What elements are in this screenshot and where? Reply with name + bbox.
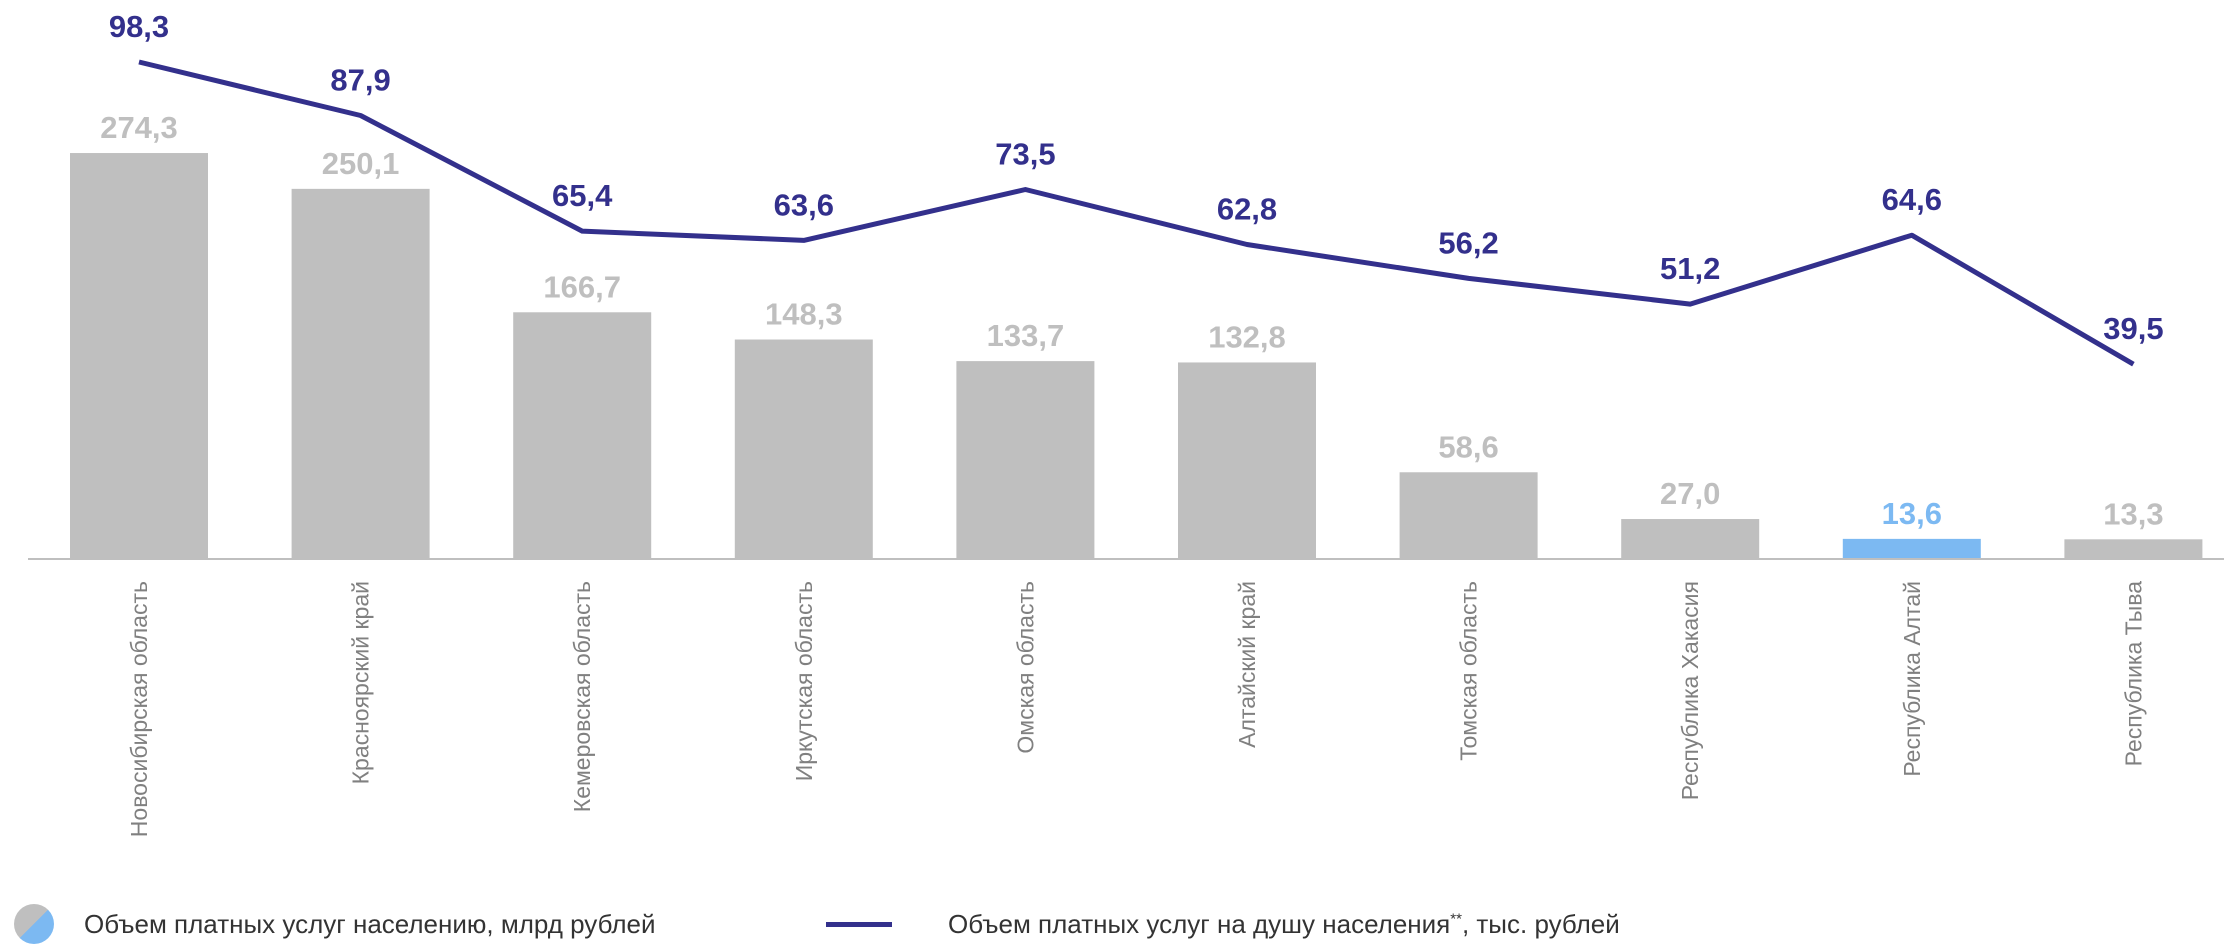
line-labels-layer: 98,3 87,9 65,4 63,6 73,5 62,8 56,2 51,2 64,6 39,5 [109,9,2164,346]
bar-5 [1178,362,1316,559]
line-label-9: 39,5 [2103,311,2163,346]
line-label-8: 64,6 [1882,182,1942,217]
per-capita-line [138,59,2135,367]
bar-labels-layer: 274,3 250,1 166,7 148,3 133,7 132,8 58,6 27,0 13… [100,110,2163,531]
bar-0 [70,153,208,559]
legend-line-label-unit: , тыс. рублей [1461,908,1620,939]
category-label-8: Республика Алтай [1899,581,1925,777]
legend-bar-swatch-icon [14,904,54,944]
bar-6 [1399,472,1538,559]
line-label-3: 63,6 [774,187,834,222]
legend-bars: Объем платных услуг населению, млрд рубл… [14,904,655,944]
bar-1 [291,188,430,560]
category-label-9: Республика Тыва [2120,581,2146,767]
line-label-0: 98,3 [109,9,169,44]
legend-line-swatch-icon [826,921,892,927]
bar-label-3: 148,3 [765,297,843,332]
legend-line-label-main: Объем платных услуг на душу населения [948,908,1451,939]
legend-line: Объем платных услуг на душу населения**,… [826,904,1620,944]
bar-8 [1842,538,1981,559]
category-labels: Новосибирская область Красноярский край Ке… [126,581,2146,837]
category-label-1: Красноярский край [348,581,374,784]
category-label-4: Омская область [1012,581,1038,754]
bar-label-2: 166,7 [543,269,621,304]
bar-label-8: 13,6 [1882,496,1942,531]
bar-label-6: 58,6 [1438,429,1498,464]
bars-layer [70,153,2203,560]
bar-label-0: 274,3 [100,110,178,145]
category-label-0: Новосибирская область [126,581,152,837]
combo-chart: 274,3 250,1 166,7 148,3 133,7 132,8 58,6 27,0 13… [28,9,2224,837]
legend-bars-label: Объем платных услуг населению, млрд рубл… [84,908,656,939]
legend-line-label: Объем платных услуг на душу населения**,… [948,909,1620,940]
category-label-2: Кемеровская область [569,581,595,812]
category-label-3: Иркутская область [791,581,817,781]
bar-3 [734,339,873,559]
line-label-7: 51,2 [1660,251,1720,286]
category-label-7: Республика Хакасия [1677,581,1703,800]
bar-label-5: 132,8 [1208,319,1286,354]
bar-label-4: 133,7 [987,318,1065,353]
line-label-6: 56,2 [1438,225,1498,260]
line-label-4: 73,5 [995,136,1055,171]
legend-line-label-mark: ** [1450,909,1462,927]
bar-7 [1621,519,1760,559]
category-label-5: Алтайский край [1234,581,1260,748]
line-label-1: 87,9 [330,62,390,97]
bar-2 [513,312,652,559]
bar-label-9: 13,3 [2103,496,2163,531]
category-label-6: Томская область [1456,581,1482,761]
bar-4 [956,361,1095,559]
bar-label-1: 250,1 [322,146,400,181]
line-label-5: 62,8 [1217,191,1277,226]
line-label-2: 65,4 [552,178,613,213]
bar-9 [2064,539,2203,559]
bar-label-7: 27,0 [1660,476,1720,511]
